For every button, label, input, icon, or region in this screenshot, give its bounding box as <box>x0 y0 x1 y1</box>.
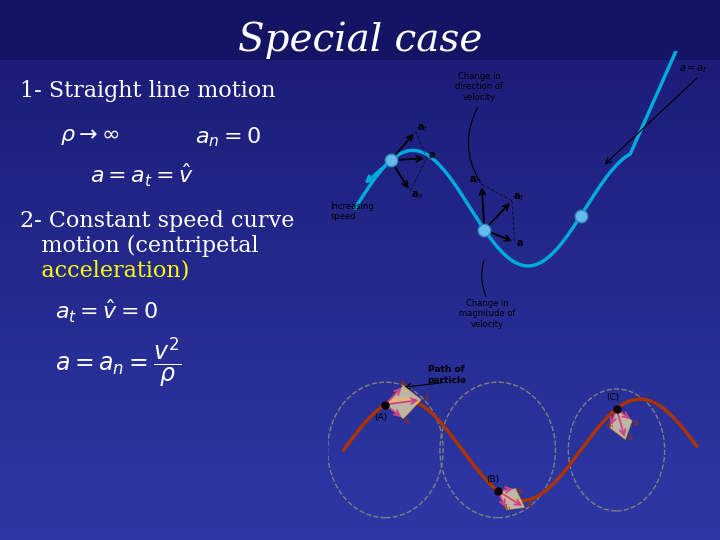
Text: $a$: $a$ <box>423 393 430 402</box>
Text: $\mathbf{a}_t$: $\mathbf{a}_t$ <box>513 191 525 202</box>
Text: $\mathbf{a}_n$: $\mathbf{a}_n$ <box>469 174 482 186</box>
Text: $\rho \rightarrow \infty$: $\rho \rightarrow \infty$ <box>60 125 120 147</box>
Polygon shape <box>385 386 421 418</box>
Text: $a = a_t$: $a = a_t$ <box>678 64 707 76</box>
Text: (A): (A) <box>374 413 387 422</box>
Text: $a_t$: $a_t$ <box>516 487 525 497</box>
Polygon shape <box>610 409 632 440</box>
Text: $a_n$: $a_n$ <box>502 503 512 514</box>
Text: Path of
particle: Path of particle <box>427 365 466 384</box>
Text: Increasing
speed: Increasing speed <box>330 201 374 221</box>
Text: Change in
direction of
velocity: Change in direction of velocity <box>455 72 503 102</box>
Text: $a = a_t = \hat{v}$: $a = a_t = \hat{v}$ <box>90 162 194 190</box>
Text: $a = a_n = \dfrac{v^2}{\rho}$: $a = a_n = \dfrac{v^2}{\rho}$ <box>55 335 181 389</box>
Text: $a_t = \hat{v} = 0$: $a_t = \hat{v} = 0$ <box>55 298 158 326</box>
Text: Special case: Special case <box>238 21 482 59</box>
Text: $\mathbf{a}$: $\mathbf{a}$ <box>428 150 436 160</box>
Text: $a_n$: $a_n$ <box>605 421 615 431</box>
Text: $\mathbf{a}_n$: $\mathbf{a}_n$ <box>410 190 423 201</box>
Text: $a_t$: $a_t$ <box>403 417 413 427</box>
Text: 1- Straight line motion: 1- Straight line motion <box>20 80 276 102</box>
Text: Change in
magnitude of
velocity: Change in magnitude of velocity <box>459 299 516 329</box>
Polygon shape <box>498 489 525 510</box>
Text: $a_t$: $a_t$ <box>632 418 642 429</box>
Text: $\mathbf{a}_t$: $\mathbf{a}_t$ <box>417 123 428 134</box>
Text: $a_n = 0$: $a_n = 0$ <box>195 125 261 148</box>
Bar <box>0 0 720 60</box>
Text: motion (centripetal: motion (centripetal <box>20 235 258 257</box>
Text: (C): (C) <box>607 393 620 402</box>
Text: $a$: $a$ <box>627 433 634 442</box>
Text: $\mathbf{a}$: $\mathbf{a}$ <box>516 238 524 248</box>
Text: acceleration): acceleration) <box>20 260 189 282</box>
Text: 2- Constant speed curve: 2- Constant speed curve <box>20 210 294 232</box>
Text: (B): (B) <box>486 475 500 484</box>
Text: $a$: $a$ <box>526 501 533 510</box>
Text: $a_n$: $a_n$ <box>399 379 408 389</box>
